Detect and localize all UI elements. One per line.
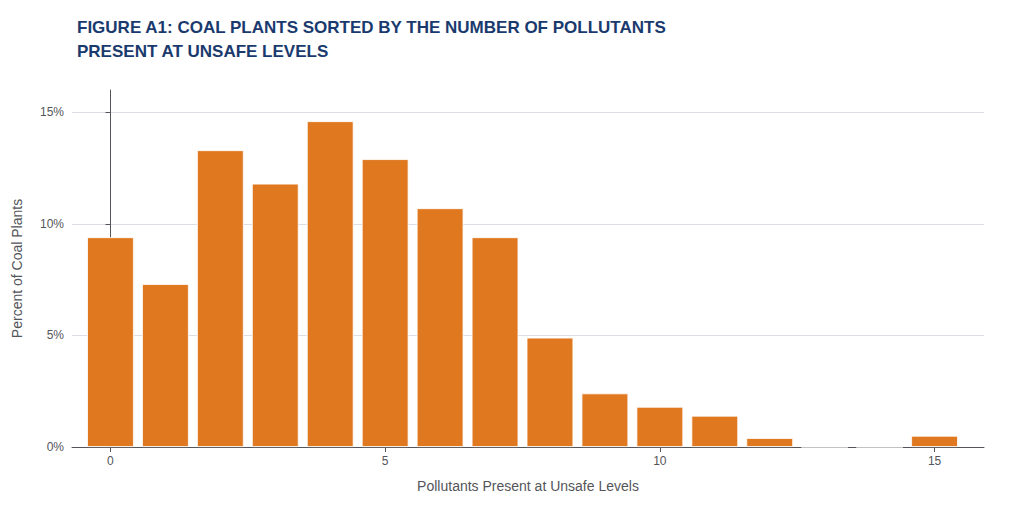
svg-text:10%: 10% (40, 217, 64, 231)
svg-text:5%: 5% (47, 328, 65, 342)
svg-text:0: 0 (107, 454, 114, 468)
svg-text:10: 10 (653, 454, 667, 468)
svg-text:Pollutants Present at Unsafe L: Pollutants Present at Unsafe Levels (417, 478, 639, 494)
svg-text:15%: 15% (40, 105, 64, 119)
svg-text:FIGURE A1: COAL PLANTS SORTED: FIGURE A1: COAL PLANTS SORTED BY THE NUM… (77, 18, 666, 37)
svg-text:PRESENT AT UNSAFE LEVELS: PRESENT AT UNSAFE LEVELS (77, 42, 328, 61)
svg-text:Percent of Coal Plants: Percent of Coal Plants (9, 199, 25, 338)
svg-text:5: 5 (382, 454, 389, 468)
svg-text:15: 15 (928, 454, 942, 468)
svg-text:0%: 0% (47, 440, 65, 454)
